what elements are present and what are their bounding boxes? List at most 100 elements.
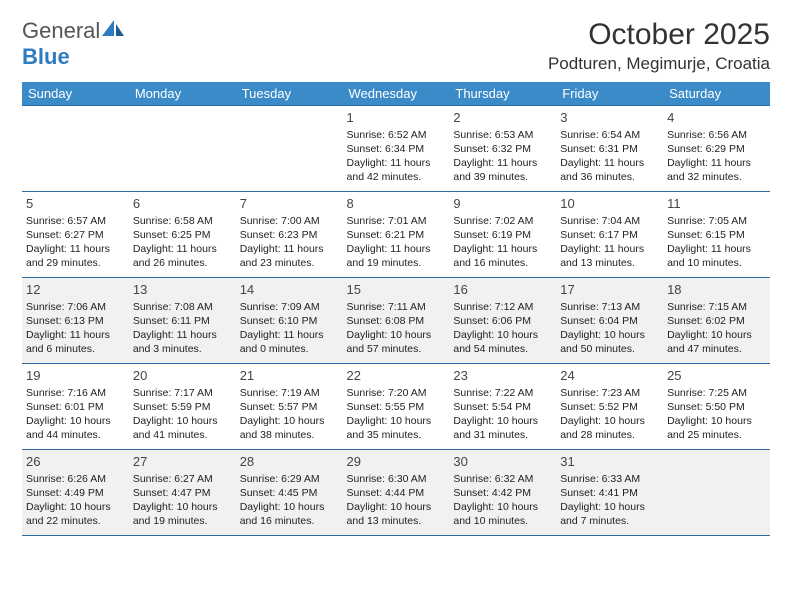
day-number: 2 [453,109,552,127]
daylight-text: Daylight: 10 hours and 35 minutes. [347,414,446,442]
weekday-header: Friday [556,82,663,106]
day-number: 23 [453,367,552,385]
day-number: 27 [133,453,232,471]
sunrise-text: Sunrise: 7:08 AM [133,300,232,314]
sunset-text: Sunset: 6:21 PM [347,228,446,242]
calendar-day-cell: 12Sunrise: 7:06 AMSunset: 6:13 PMDayligh… [22,278,129,364]
day-number: 10 [560,195,659,213]
calendar-day-cell: 9Sunrise: 7:02 AMSunset: 6:19 PMDaylight… [449,192,556,278]
day-number: 4 [667,109,766,127]
calendar-day-cell: 19Sunrise: 7:16 AMSunset: 6:01 PMDayligh… [22,364,129,450]
daylight-text: Daylight: 10 hours and 44 minutes. [26,414,125,442]
calendar-day-cell: 15Sunrise: 7:11 AMSunset: 6:08 PMDayligh… [343,278,450,364]
sunset-text: Sunset: 6:32 PM [453,142,552,156]
calendar-day-cell [663,450,770,536]
day-number: 11 [667,195,766,213]
calendar-day-cell: 7Sunrise: 7:00 AMSunset: 6:23 PMDaylight… [236,192,343,278]
title-block: October 2025 Podturen, Megimurje, Croati… [548,18,770,74]
sunrise-text: Sunrise: 6:26 AM [26,472,125,486]
sunset-text: Sunset: 6:34 PM [347,142,446,156]
day-number: 24 [560,367,659,385]
sunrise-text: Sunrise: 6:30 AM [347,472,446,486]
daylight-text: Daylight: 11 hours and 6 minutes. [26,328,125,356]
logo-word1: General [22,18,100,43]
daylight-text: Daylight: 10 hours and 31 minutes. [453,414,552,442]
calendar-table: Sunday Monday Tuesday Wednesday Thursday… [22,82,770,536]
sunrise-text: Sunrise: 6:33 AM [560,472,659,486]
sunrise-text: Sunrise: 6:52 AM [347,128,446,142]
calendar-day-cell: 2Sunrise: 6:53 AMSunset: 6:32 PMDaylight… [449,106,556,192]
calendar-day-cell: 10Sunrise: 7:04 AMSunset: 6:17 PMDayligh… [556,192,663,278]
sunset-text: Sunset: 5:57 PM [240,400,339,414]
day-number: 31 [560,453,659,471]
calendar-day-cell: 16Sunrise: 7:12 AMSunset: 6:06 PMDayligh… [449,278,556,364]
calendar-week-row: 12Sunrise: 7:06 AMSunset: 6:13 PMDayligh… [22,278,770,364]
weekday-header: Saturday [663,82,770,106]
calendar-week-row: 26Sunrise: 6:26 AMSunset: 4:49 PMDayligh… [22,450,770,536]
logo-text: General Blue [22,18,126,70]
day-number: 8 [347,195,446,213]
sunrise-text: Sunrise: 7:23 AM [560,386,659,400]
daylight-text: Daylight: 10 hours and 57 minutes. [347,328,446,356]
sunrise-text: Sunrise: 7:13 AM [560,300,659,314]
sunset-text: Sunset: 6:08 PM [347,314,446,328]
day-number: 13 [133,281,232,299]
daylight-text: Daylight: 10 hours and 10 minutes. [453,500,552,528]
day-number: 9 [453,195,552,213]
day-number: 21 [240,367,339,385]
sunset-text: Sunset: 5:54 PM [453,400,552,414]
day-number: 30 [453,453,552,471]
location-text: Podturen, Megimurje, Croatia [548,54,770,74]
daylight-text: Daylight: 11 hours and 42 minutes. [347,156,446,184]
logo: General Blue [22,18,126,70]
daylight-text: Daylight: 11 hours and 32 minutes. [667,156,766,184]
daylight-text: Daylight: 11 hours and 3 minutes. [133,328,232,356]
calendar-day-cell: 27Sunrise: 6:27 AMSunset: 4:47 PMDayligh… [129,450,236,536]
daylight-text: Daylight: 11 hours and 16 minutes. [453,242,552,270]
sunset-text: Sunset: 6:10 PM [240,314,339,328]
calendar-day-cell: 24Sunrise: 7:23 AMSunset: 5:52 PMDayligh… [556,364,663,450]
calendar-day-cell: 21Sunrise: 7:19 AMSunset: 5:57 PMDayligh… [236,364,343,450]
daylight-text: Daylight: 11 hours and 29 minutes. [26,242,125,270]
sunset-text: Sunset: 4:49 PM [26,486,125,500]
sunrise-text: Sunrise: 7:04 AM [560,214,659,228]
calendar-day-cell: 1Sunrise: 6:52 AMSunset: 6:34 PMDaylight… [343,106,450,192]
sunset-text: Sunset: 4:45 PM [240,486,339,500]
day-number: 1 [347,109,446,127]
day-number: 29 [347,453,446,471]
sunset-text: Sunset: 6:27 PM [26,228,125,242]
daylight-text: Daylight: 10 hours and 22 minutes. [26,500,125,528]
calendar-day-cell [236,106,343,192]
calendar-day-cell: 11Sunrise: 7:05 AMSunset: 6:15 PMDayligh… [663,192,770,278]
sunset-text: Sunset: 6:13 PM [26,314,125,328]
day-number: 12 [26,281,125,299]
sunrise-text: Sunrise: 6:57 AM [26,214,125,228]
sunrise-text: Sunrise: 7:22 AM [453,386,552,400]
daylight-text: Daylight: 10 hours and 47 minutes. [667,328,766,356]
daylight-text: Daylight: 10 hours and 28 minutes. [560,414,659,442]
sunset-text: Sunset: 4:42 PM [453,486,552,500]
calendar-day-cell: 6Sunrise: 6:58 AMSunset: 6:25 PMDaylight… [129,192,236,278]
sunset-text: Sunset: 6:29 PM [667,142,766,156]
sunset-text: Sunset: 4:47 PM [133,486,232,500]
daylight-text: Daylight: 11 hours and 0 minutes. [240,328,339,356]
day-number: 16 [453,281,552,299]
sunrise-text: Sunrise: 7:01 AM [347,214,446,228]
day-number: 25 [667,367,766,385]
calendar-day-cell: 23Sunrise: 7:22 AMSunset: 5:54 PMDayligh… [449,364,556,450]
daylight-text: Daylight: 10 hours and 13 minutes. [347,500,446,528]
day-number: 22 [347,367,446,385]
calendar-day-cell: 13Sunrise: 7:08 AMSunset: 6:11 PMDayligh… [129,278,236,364]
sunset-text: Sunset: 5:52 PM [560,400,659,414]
sunset-text: Sunset: 6:25 PM [133,228,232,242]
calendar-day-cell: 17Sunrise: 7:13 AMSunset: 6:04 PMDayligh… [556,278,663,364]
calendar-day-cell: 5Sunrise: 6:57 AMSunset: 6:27 PMDaylight… [22,192,129,278]
calendar-day-cell: 28Sunrise: 6:29 AMSunset: 4:45 PMDayligh… [236,450,343,536]
weekday-header: Sunday [22,82,129,106]
weekday-header-row: Sunday Monday Tuesday Wednesday Thursday… [22,82,770,106]
logo-sail-icon [100,18,126,38]
daylight-text: Daylight: 11 hours and 23 minutes. [240,242,339,270]
calendar-week-row: 19Sunrise: 7:16 AMSunset: 6:01 PMDayligh… [22,364,770,450]
daylight-text: Daylight: 10 hours and 54 minutes. [453,328,552,356]
day-number: 26 [26,453,125,471]
